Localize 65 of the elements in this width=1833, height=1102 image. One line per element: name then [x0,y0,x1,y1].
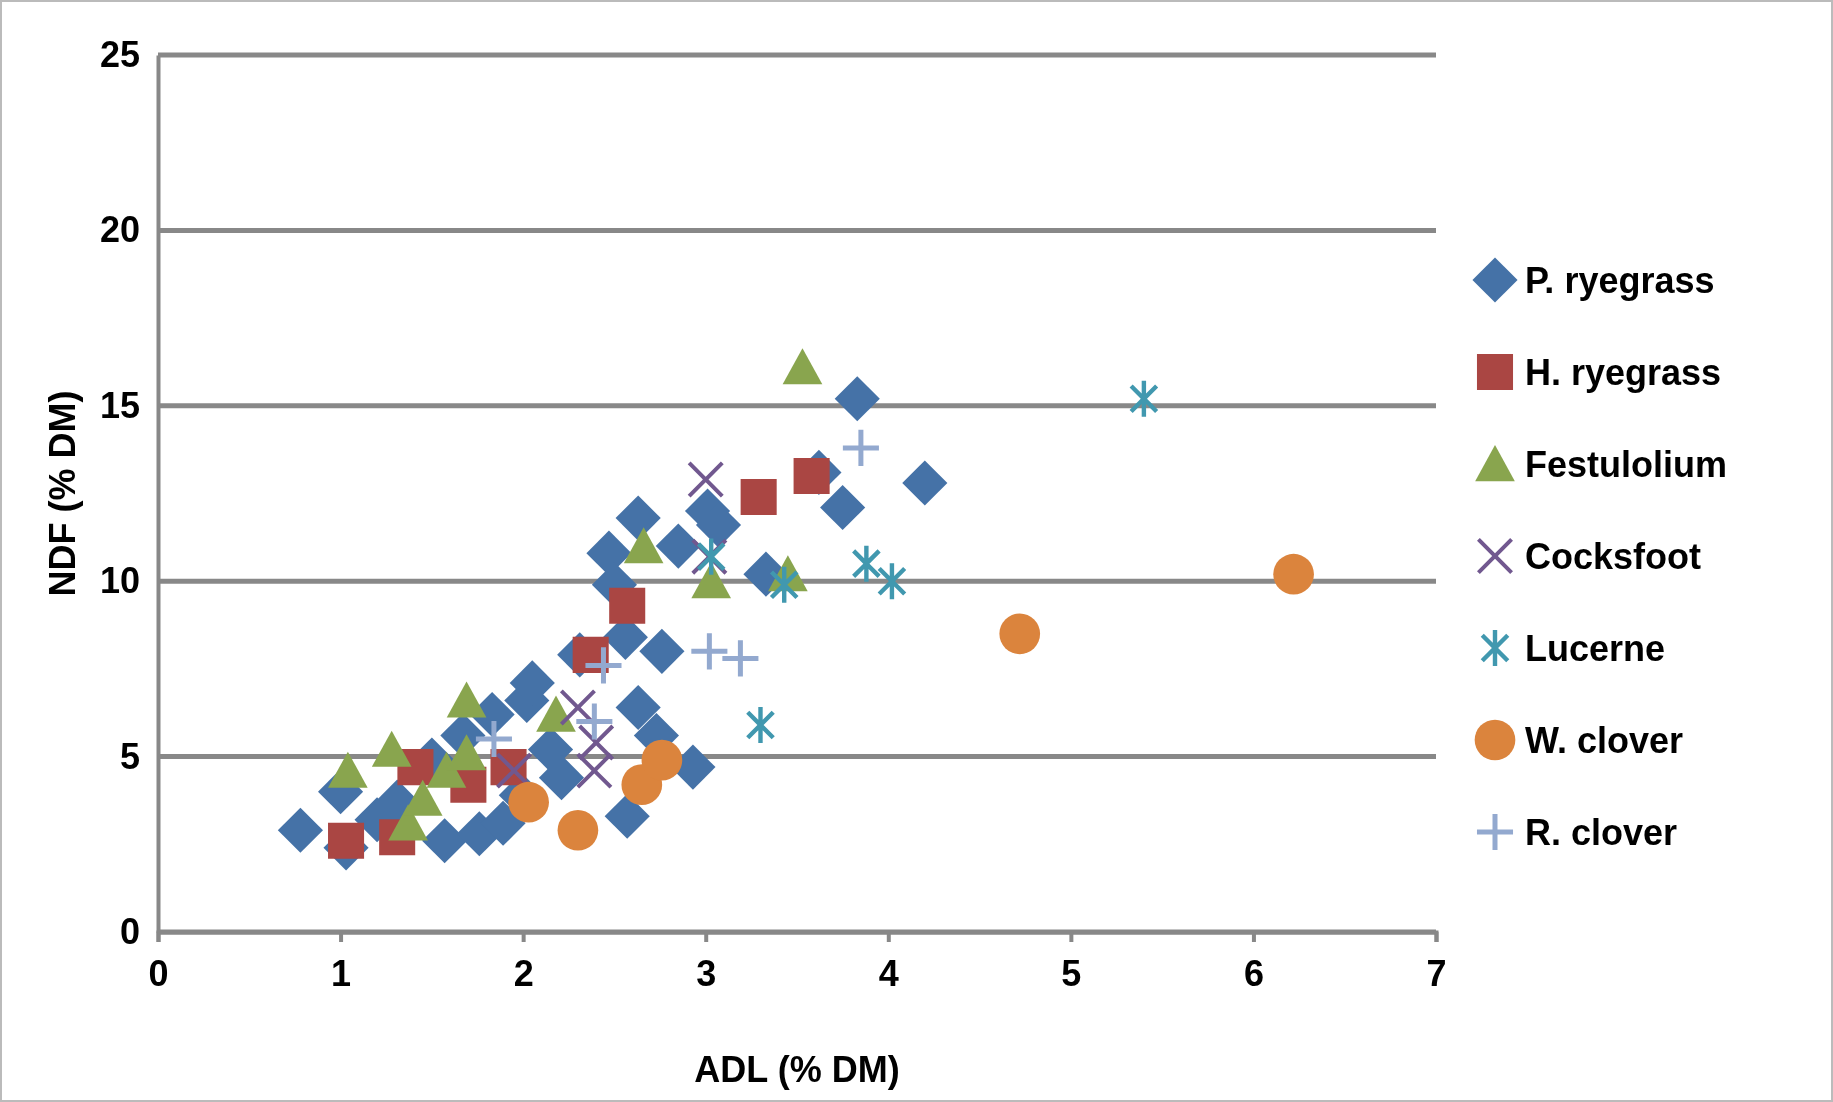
point [557,809,599,851]
y-tick-label: 15 [99,384,140,426]
point [999,613,1041,655]
point [746,707,775,744]
legend-label: H. ryegrass [1525,351,1722,393]
point [475,721,512,758]
point [740,478,777,516]
point [422,818,468,864]
point [615,495,661,541]
point [1129,380,1159,417]
point [877,563,907,600]
point [623,527,664,564]
point [902,460,948,506]
point [655,523,701,569]
point [769,566,799,603]
point [538,755,585,801]
point [585,647,622,684]
point [834,376,880,422]
point [536,695,576,732]
point [687,461,724,498]
y-tick-label: 5 [119,735,140,777]
legend-label: Cocksfoot [1525,535,1702,577]
x-axis-title: ADL (% DM) [694,1049,900,1090]
point [1273,553,1314,595]
x-tick-label: 3 [696,952,717,994]
point [793,457,830,494]
point [820,484,866,531]
point [609,587,646,624]
x-tick-label: 4 [878,952,899,994]
point [842,429,879,466]
point [496,752,532,789]
point [722,640,759,677]
legend-label: P. ryegrass [1525,259,1715,301]
point [446,681,487,718]
point [328,751,368,788]
point [328,822,365,859]
point [639,628,685,674]
legend-label: R. clover [1525,811,1678,853]
y-tick-label: 20 [99,209,140,251]
x-tick-label: 7 [1426,952,1447,994]
x-tick-label: 5 [1061,952,1082,994]
point [277,807,323,853]
point [576,703,613,740]
point [426,751,467,788]
point [604,793,650,839]
x-tick-label: 0 [148,952,169,994]
y-axis-title: NDF (% DM) [42,390,83,597]
y-tick-label: 0 [119,911,140,953]
point [559,689,596,726]
x-tick-label: 2 [513,952,534,994]
legend-label: W. clover [1525,719,1684,761]
point [576,752,613,789]
y-tick-label: 25 [99,34,140,76]
legend-label: Lucerne [1525,627,1666,669]
point [852,545,881,582]
y-tick-label: 10 [99,560,140,602]
point [782,348,823,385]
point [615,684,661,731]
x-tick-label: 6 [1243,952,1264,994]
x-tick-label: 1 [331,952,352,994]
point [508,781,549,823]
point [691,633,728,670]
point [371,730,412,767]
legend-label: Festulolium [1525,443,1728,485]
point [641,739,683,781]
